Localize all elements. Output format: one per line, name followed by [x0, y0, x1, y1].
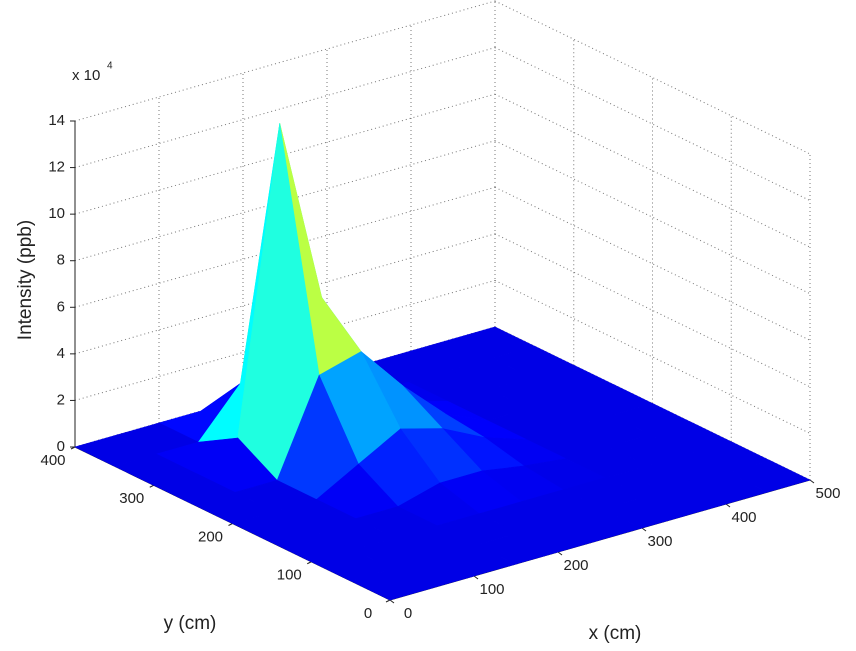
z-axis-label: Intensity (ppb) — [15, 220, 36, 340]
x-tick-label: 200 — [563, 557, 588, 574]
z-tick-label: 6 — [57, 298, 65, 315]
y-tick — [307, 562, 311, 564]
y-axis-label: y (cm) — [164, 613, 217, 634]
y-tick — [386, 600, 390, 602]
x-tick-label: 0 — [404, 605, 412, 622]
y-tick-label: 100 — [277, 567, 302, 584]
y-tick — [150, 485, 154, 487]
z-tick-label: 2 — [57, 391, 65, 408]
x-tick — [810, 480, 814, 483]
y-tick-label: 0 — [364, 605, 372, 622]
grid-line — [495, 94, 810, 247]
x-axis-label: x (cm) — [589, 623, 642, 644]
z-tick-label: 12 — [48, 159, 65, 176]
x-tick-label: 100 — [479, 581, 504, 598]
x-tick — [642, 528, 646, 531]
x-tick-label: 500 — [815, 485, 840, 502]
x-tick-label: 400 — [731, 509, 756, 526]
z-tick-label: 14 — [48, 112, 65, 129]
x-tick — [558, 552, 562, 555]
z-tick-label: 0 — [57, 438, 65, 455]
grid-line — [495, 187, 810, 340]
x-tick-label: 300 — [647, 533, 672, 550]
y-tick-label: 200 — [198, 528, 223, 545]
page: Intensity (ppb) y (cm) x (cm) x 10 4 0 10… — [0, 0, 856, 651]
y-tick — [229, 524, 233, 526]
x-tick — [726, 504, 730, 507]
grid-line — [75, 1, 495, 121]
z-multiplier: x 10 — [72, 67, 100, 84]
x-tick — [390, 600, 394, 603]
z-exponent: 4 — [107, 61, 113, 72]
grid-line — [495, 48, 810, 201]
z-tick-label: 10 — [48, 205, 65, 222]
chart: Intensity (ppb) y (cm) x (cm) x 10 4 0 10… — [0, 0, 856, 651]
z-tick-label: 4 — [57, 345, 65, 362]
z-tick-label: 8 — [57, 252, 65, 269]
y-tick-label: 300 — [119, 490, 144, 507]
x-tick — [474, 576, 478, 579]
